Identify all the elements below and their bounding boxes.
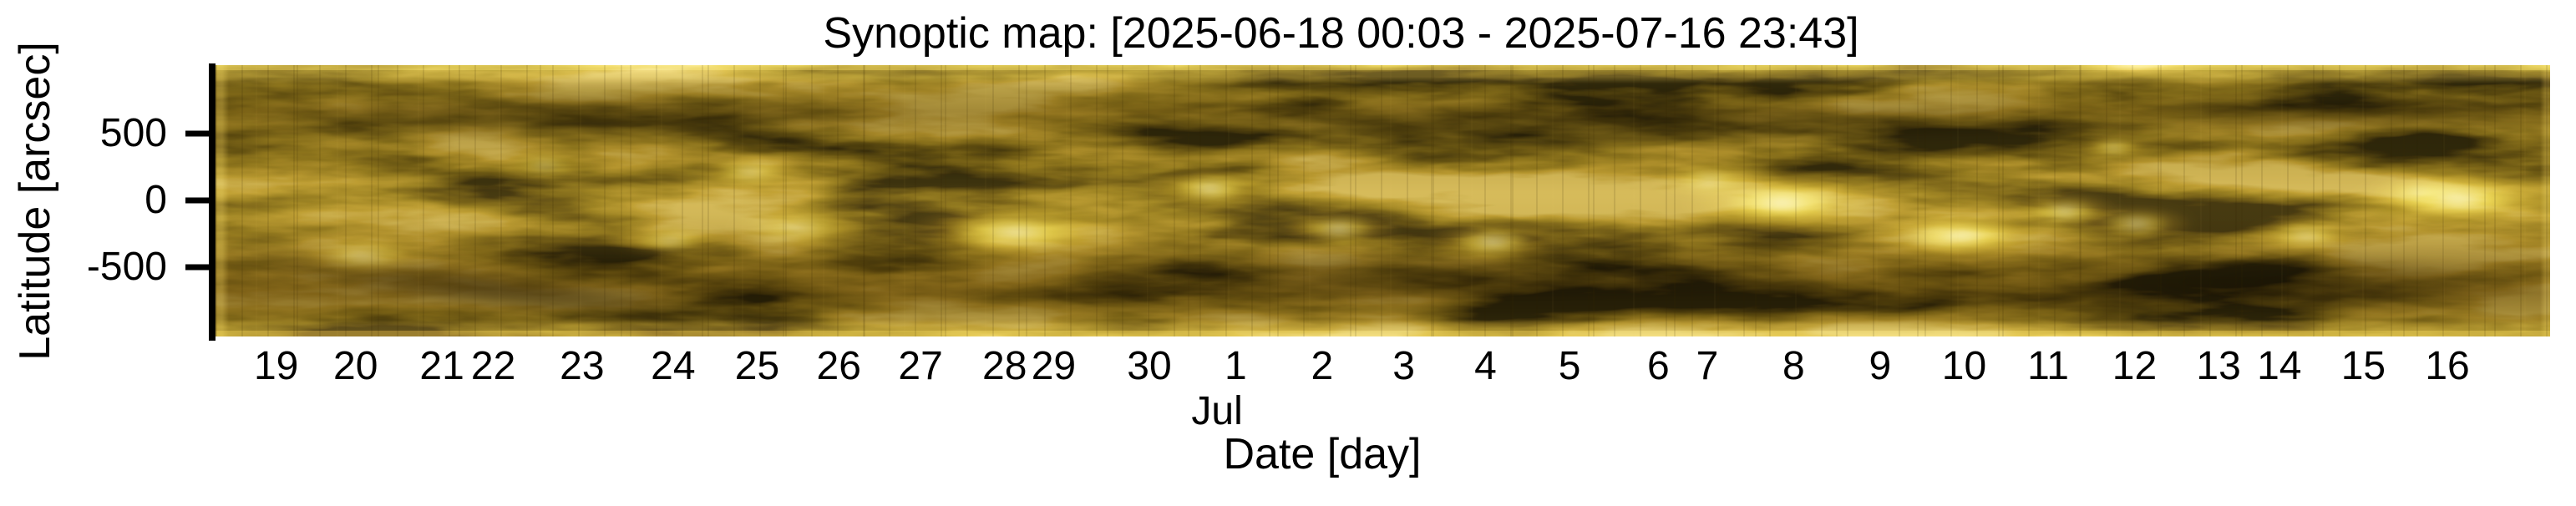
y-tick-label: -500	[86, 244, 167, 289]
limb-brightening-edges	[216, 65, 2550, 336]
x-tick-label: 2	[1311, 344, 1334, 388]
x-tick-label: 13	[2196, 344, 2241, 388]
y-tick-mark	[185, 197, 209, 204]
x-tick-label: 11	[2027, 344, 2069, 388]
x-tick-label: 27	[898, 344, 943, 388]
x-tick-label: 5	[1558, 344, 1581, 388]
x-tick-label: 21	[419, 344, 464, 388]
x-tick-label: 15	[2340, 344, 2386, 388]
x-tick-label: 24	[651, 344, 696, 388]
x-tick-label: 14	[2257, 344, 2302, 388]
x-tick-label: 9	[1869, 344, 1892, 388]
y-tick-label: 500	[99, 110, 167, 155]
x-axis-month-label: Jul	[1191, 389, 1243, 433]
image-column-seams	[216, 65, 2550, 336]
x-tick-label: 23	[560, 344, 605, 388]
x-tick-label: 29	[1031, 344, 1077, 388]
x-tick-label: 1	[1225, 344, 1247, 388]
x-tick-label: 20	[332, 344, 378, 388]
x-tick-label: 30	[1127, 344, 1172, 388]
x-tick-label: 26	[816, 344, 861, 388]
x-tick-label: 7	[1696, 344, 1719, 388]
x-tick-label: 16	[2425, 344, 2470, 388]
y-tick-mark	[185, 130, 209, 137]
x-tick-label: 22	[470, 344, 516, 388]
solar-synoptic-map-image	[216, 65, 2550, 336]
x-tick-label: 10	[1941, 344, 1987, 388]
x-axis-ticks: 19 20 21 22 23 24 25 26 27 28 29 30 1 2 3 4 5 6 7 8 9 10 11 12 1…	[216, 347, 2550, 388]
x-tick-label: 28	[982, 344, 1027, 388]
x-tick-label: 3	[1392, 344, 1415, 388]
x-tick-label: 25	[734, 344, 780, 388]
x-tick-label: 8	[1782, 344, 1805, 388]
x-tick-label: 19	[253, 344, 299, 388]
x-tick-label: 4	[1474, 344, 1497, 388]
y-axis-line	[209, 63, 216, 341]
chart-title: Synoptic map: [2025-06-18 00:03 - 2025-0…	[823, 9, 1859, 58]
x-tick-label: 6	[1646, 344, 1670, 388]
y-tick-mark	[185, 264, 209, 271]
x-axis-label: Date [day]	[1223, 430, 1422, 478]
y-tick-label: 0	[145, 177, 167, 222]
x-tick-label: 12	[2112, 344, 2158, 388]
